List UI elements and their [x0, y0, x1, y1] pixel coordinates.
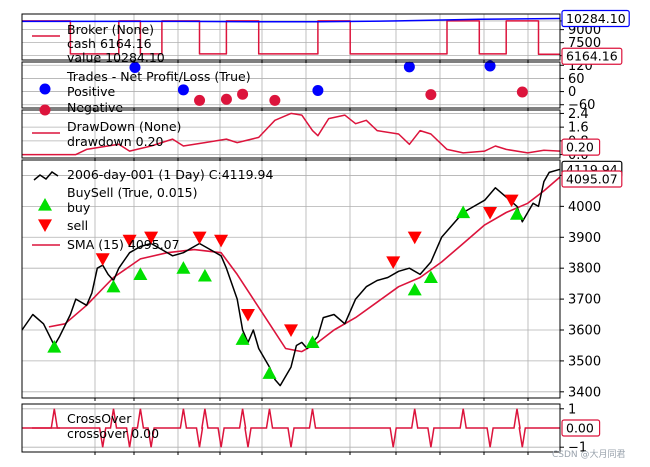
y-tick-label: −1: [568, 441, 587, 456]
sell-marker: [407, 231, 422, 245]
close-line: [21, 168, 561, 387]
legend-drawdown-title: DrawDown (None): [67, 119, 181, 134]
y-tick-label: 2.4: [568, 107, 589, 122]
legend-drawdown-entry: drawdown 0.20: [67, 134, 164, 149]
buy-marker: [423, 270, 438, 284]
panel-frames: [21, 13, 561, 453]
drawdown-end-label: 0.20: [566, 140, 594, 155]
trade-negative-point: [237, 88, 249, 100]
trade-positive-point: [484, 60, 496, 72]
legend-sma-entry: SMA (15) 4095.07: [67, 237, 180, 252]
drawdown-end-label-box: [561, 138, 601, 156]
y-tick-label: 3700: [568, 293, 601, 308]
crossover-end-label-box: [561, 419, 601, 437]
sell-marker: [144, 231, 159, 245]
legend-cash-entry: cash 6164.16: [67, 36, 152, 51]
y-tick-label: 3500: [568, 354, 601, 369]
legend-buysell-title: BuySell (True, 0.015): [67, 185, 197, 200]
buy-marker: [509, 207, 524, 220]
y-tick-label: 3800: [568, 262, 601, 277]
legend-crossover-entry: crossover 0.00: [67, 426, 159, 441]
legend-buy-entry: buy: [67, 200, 91, 215]
y-tick-label: 3900: [568, 231, 601, 246]
trade-negative-point: [425, 89, 437, 101]
trade-negative-point: [194, 94, 206, 106]
sell-marker: [284, 324, 298, 337]
sma-line: [48, 176, 561, 353]
y-tick-label: 3400: [568, 385, 601, 400]
buy-marker: [456, 205, 471, 219]
y-tick-label: 1: [568, 402, 576, 417]
trade-positive-point: [129, 61, 141, 73]
sell-marker: [504, 194, 519, 208]
y-tick-label: 4000: [568, 200, 601, 215]
buy-marker: [235, 332, 250, 345]
legend-value-entry: value 10284.10: [67, 50, 165, 65]
buy-marker: [47, 340, 62, 353]
cash-end-label: 6164.16: [566, 49, 618, 64]
legend-crossover-title: CrossOver: [67, 411, 132, 426]
drawdown-line: [22, 112, 561, 156]
buy-marker: [176, 261, 191, 274]
legend-sell-entry: sell: [67, 218, 88, 233]
crossover-end-label: 0.00: [566, 421, 594, 436]
legend-broker-title: Broker (None): [67, 22, 154, 37]
value-line: [22, 17, 561, 23]
legend-negative-marker: [39, 104, 51, 116]
panel-frame: [21, 13, 561, 61]
y-tick-label: 1.6: [568, 121, 589, 136]
buy-marker: [305, 335, 320, 348]
y-tick-label: 0: [568, 85, 576, 100]
panel-frame: [21, 109, 561, 159]
legend-trades-title: Trades - Net Profit/Loss (True): [66, 69, 251, 84]
panel-frame: [21, 403, 561, 453]
sma-end-label: 4095.07: [566, 171, 618, 186]
sell-marker: [483, 206, 498, 220]
sell-marker: [386, 256, 401, 269]
trade-positive-point: [177, 84, 189, 96]
sell-marker: [240, 308, 255, 322]
cash-end-label-box: [561, 47, 623, 65]
y-tick-label: 7500: [568, 36, 601, 51]
sell-marker: [192, 231, 207, 245]
trade-negative-point: [269, 94, 281, 106]
trade-positive-point: [403, 61, 415, 73]
value-end-label-box: [561, 9, 630, 28]
watermark: CSDN @大月同君: [552, 448, 626, 460]
legend-positive-marker: [39, 83, 51, 95]
legend-buy-marker: [38, 198, 52, 211]
crossover-line: [22, 408, 560, 448]
buy-marker: [197, 268, 212, 282]
legend-price-title: 2006-day-001 (1 Day) C:4119.94: [67, 167, 273, 182]
sell-marker: [214, 234, 229, 248]
buy-marker: [407, 282, 422, 296]
trade-positive-point: [312, 84, 324, 96]
trade-negative-point: [516, 86, 528, 98]
legend-negative-entry: Negative: [67, 100, 123, 115]
sell-marker: [122, 234, 137, 248]
series-layer: [21, 17, 561, 448]
buy-marker: [133, 267, 148, 280]
sma-end-label-box: [561, 170, 623, 188]
panel-frame: [21, 159, 561, 399]
legend-close-swatch: [33, 171, 59, 181]
panel-frame: [21, 61, 561, 109]
buy-marker: [106, 279, 121, 293]
y-tick-label: −60: [568, 98, 595, 113]
y-tick-label: 60: [568, 72, 585, 87]
value-end-label: 10284.10: [566, 11, 626, 26]
trade-negative-point: [220, 93, 232, 105]
y-tick-label: 3600: [568, 324, 601, 339]
sell-marker: [95, 253, 110, 266]
buy-marker: [262, 366, 277, 379]
legend-positive-entry: Positive: [67, 84, 115, 99]
legend-sell-marker: [38, 219, 52, 232]
